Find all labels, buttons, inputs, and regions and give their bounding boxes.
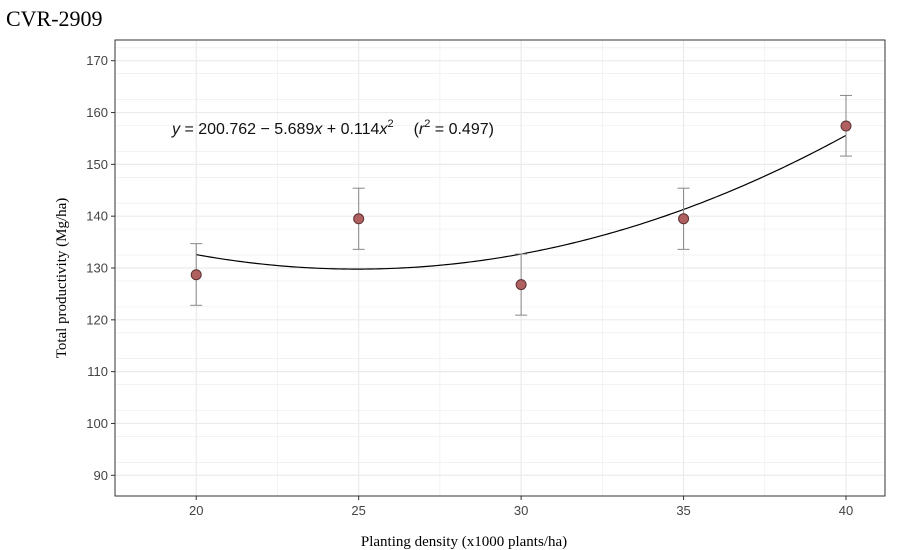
data-point	[515, 279, 527, 291]
y-tick-label: 90	[94, 468, 108, 483]
data-point	[190, 269, 202, 281]
x-tick-label: 30	[514, 503, 528, 518]
x-tick-label: 35	[676, 503, 690, 518]
y-tick-label: 160	[86, 105, 108, 120]
y-tick-label: 150	[86, 157, 108, 172]
x-axis-ticks: 20 25 30 35 40	[189, 496, 853, 518]
y-tick-label: 120	[86, 312, 108, 327]
eq-r-sup: 2	[424, 118, 430, 130]
x-tick-label: 20	[189, 503, 203, 518]
eq-sup-2: 2	[387, 118, 393, 130]
data-point	[353, 213, 365, 225]
eq-y: y	[171, 121, 181, 138]
y-tick-label: 110	[87, 364, 108, 379]
y-axis-ticks: 90 100 110 120 130 140 150 160 170	[86, 53, 115, 483]
eq-part-1: = 200.762 − 5.689	[180, 121, 314, 138]
plot-area	[114, 39, 886, 497]
eq-r-value: = 0.497)	[430, 121, 494, 138]
y-axis-label: Total productivity (Mg/ha)	[54, 198, 70, 359]
chart-title: CVR-2909	[6, 6, 103, 31]
data-point	[678, 213, 690, 225]
y-tick-label: 170	[86, 53, 108, 68]
x-tick-label: 25	[351, 503, 365, 518]
data-point	[840, 120, 852, 132]
eq-x1: x	[313, 121, 323, 138]
grid	[114, 40, 885, 496]
data-points	[190, 120, 852, 291]
y-tick-label: 100	[86, 416, 108, 431]
eq-r: r	[419, 121, 425, 138]
eq-open-paren: (	[414, 121, 420, 138]
x-tick-label: 40	[839, 503, 853, 518]
y-tick-label: 130	[86, 261, 108, 276]
eq-x2: x	[378, 121, 388, 138]
equation-annotation: y = 200.762 − 5.689x + 0.114x2 (r2 = 0.49…	[171, 118, 494, 138]
y-tick-label: 140	[86, 209, 108, 224]
eq-part-2: + 0.114	[322, 121, 379, 138]
x-axis-label: Planting density (x1000 plants/ha)	[361, 534, 567, 550]
